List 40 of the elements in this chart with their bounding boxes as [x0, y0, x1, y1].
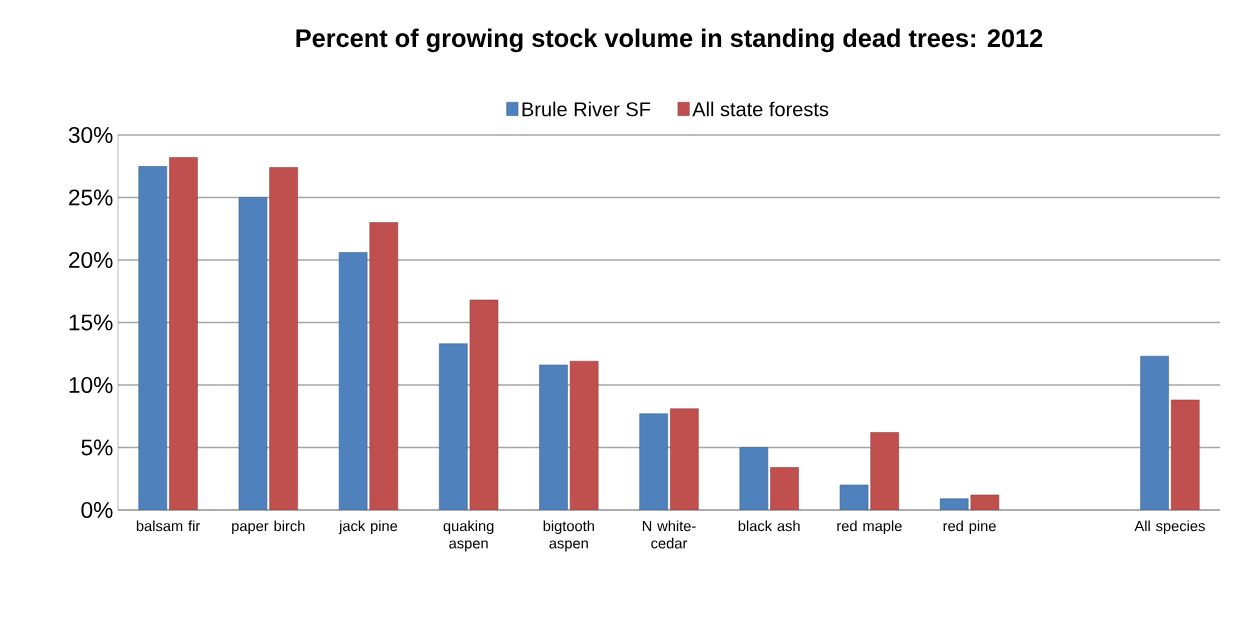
bar [338, 252, 368, 510]
bar [469, 299, 499, 510]
x-tick-label: balsam fir [136, 520, 201, 532]
bar [770, 467, 799, 510]
x-tick-label: red maple [837, 520, 902, 535]
x-tick-label: All species [1134, 520, 1205, 535]
bar [939, 498, 969, 510]
legend-label: All state forests [692, 101, 829, 117]
bar [439, 343, 468, 510]
bar [1140, 355, 1169, 510]
bar [739, 447, 769, 510]
chart-title: Percent of growing stock volume in standing dead trees: 2012 [296, 28, 1043, 53]
y-tick-label: 10% [69, 376, 113, 394]
bar [870, 432, 899, 510]
y-tick-label: 5% [81, 439, 113, 456]
bar [839, 484, 869, 510]
legend-label: Brule River SF [522, 101, 651, 117]
y-tick-label: 25% [69, 189, 113, 206]
x-tick-label: black ash [738, 520, 800, 532]
bar [1170, 399, 1200, 510]
x-tick-label: bigtooth aspen [543, 520, 594, 552]
bar [639, 413, 668, 510]
x-tick-label: red pine [943, 520, 996, 535]
x-tick-label: jack pine [338, 520, 398, 535]
bar [970, 494, 1000, 510]
bar [269, 167, 298, 510]
bar [670, 408, 699, 510]
bar [569, 360, 599, 510]
bar [238, 197, 268, 510]
y-tick-label: 15% [69, 314, 113, 331]
y-tick-label: 30% [68, 126, 113, 144]
bar [138, 165, 168, 510]
bar [369, 222, 399, 510]
bar [169, 157, 198, 510]
bar [539, 364, 568, 510]
x-tick-label: quaking aspen [443, 520, 494, 552]
x-tick-label: paper birch [232, 520, 305, 535]
y-tick-label: 20% [69, 251, 113, 269]
x-tick-label: N white-cedar [642, 520, 696, 549]
y-tick-label: 0% [81, 501, 113, 519]
